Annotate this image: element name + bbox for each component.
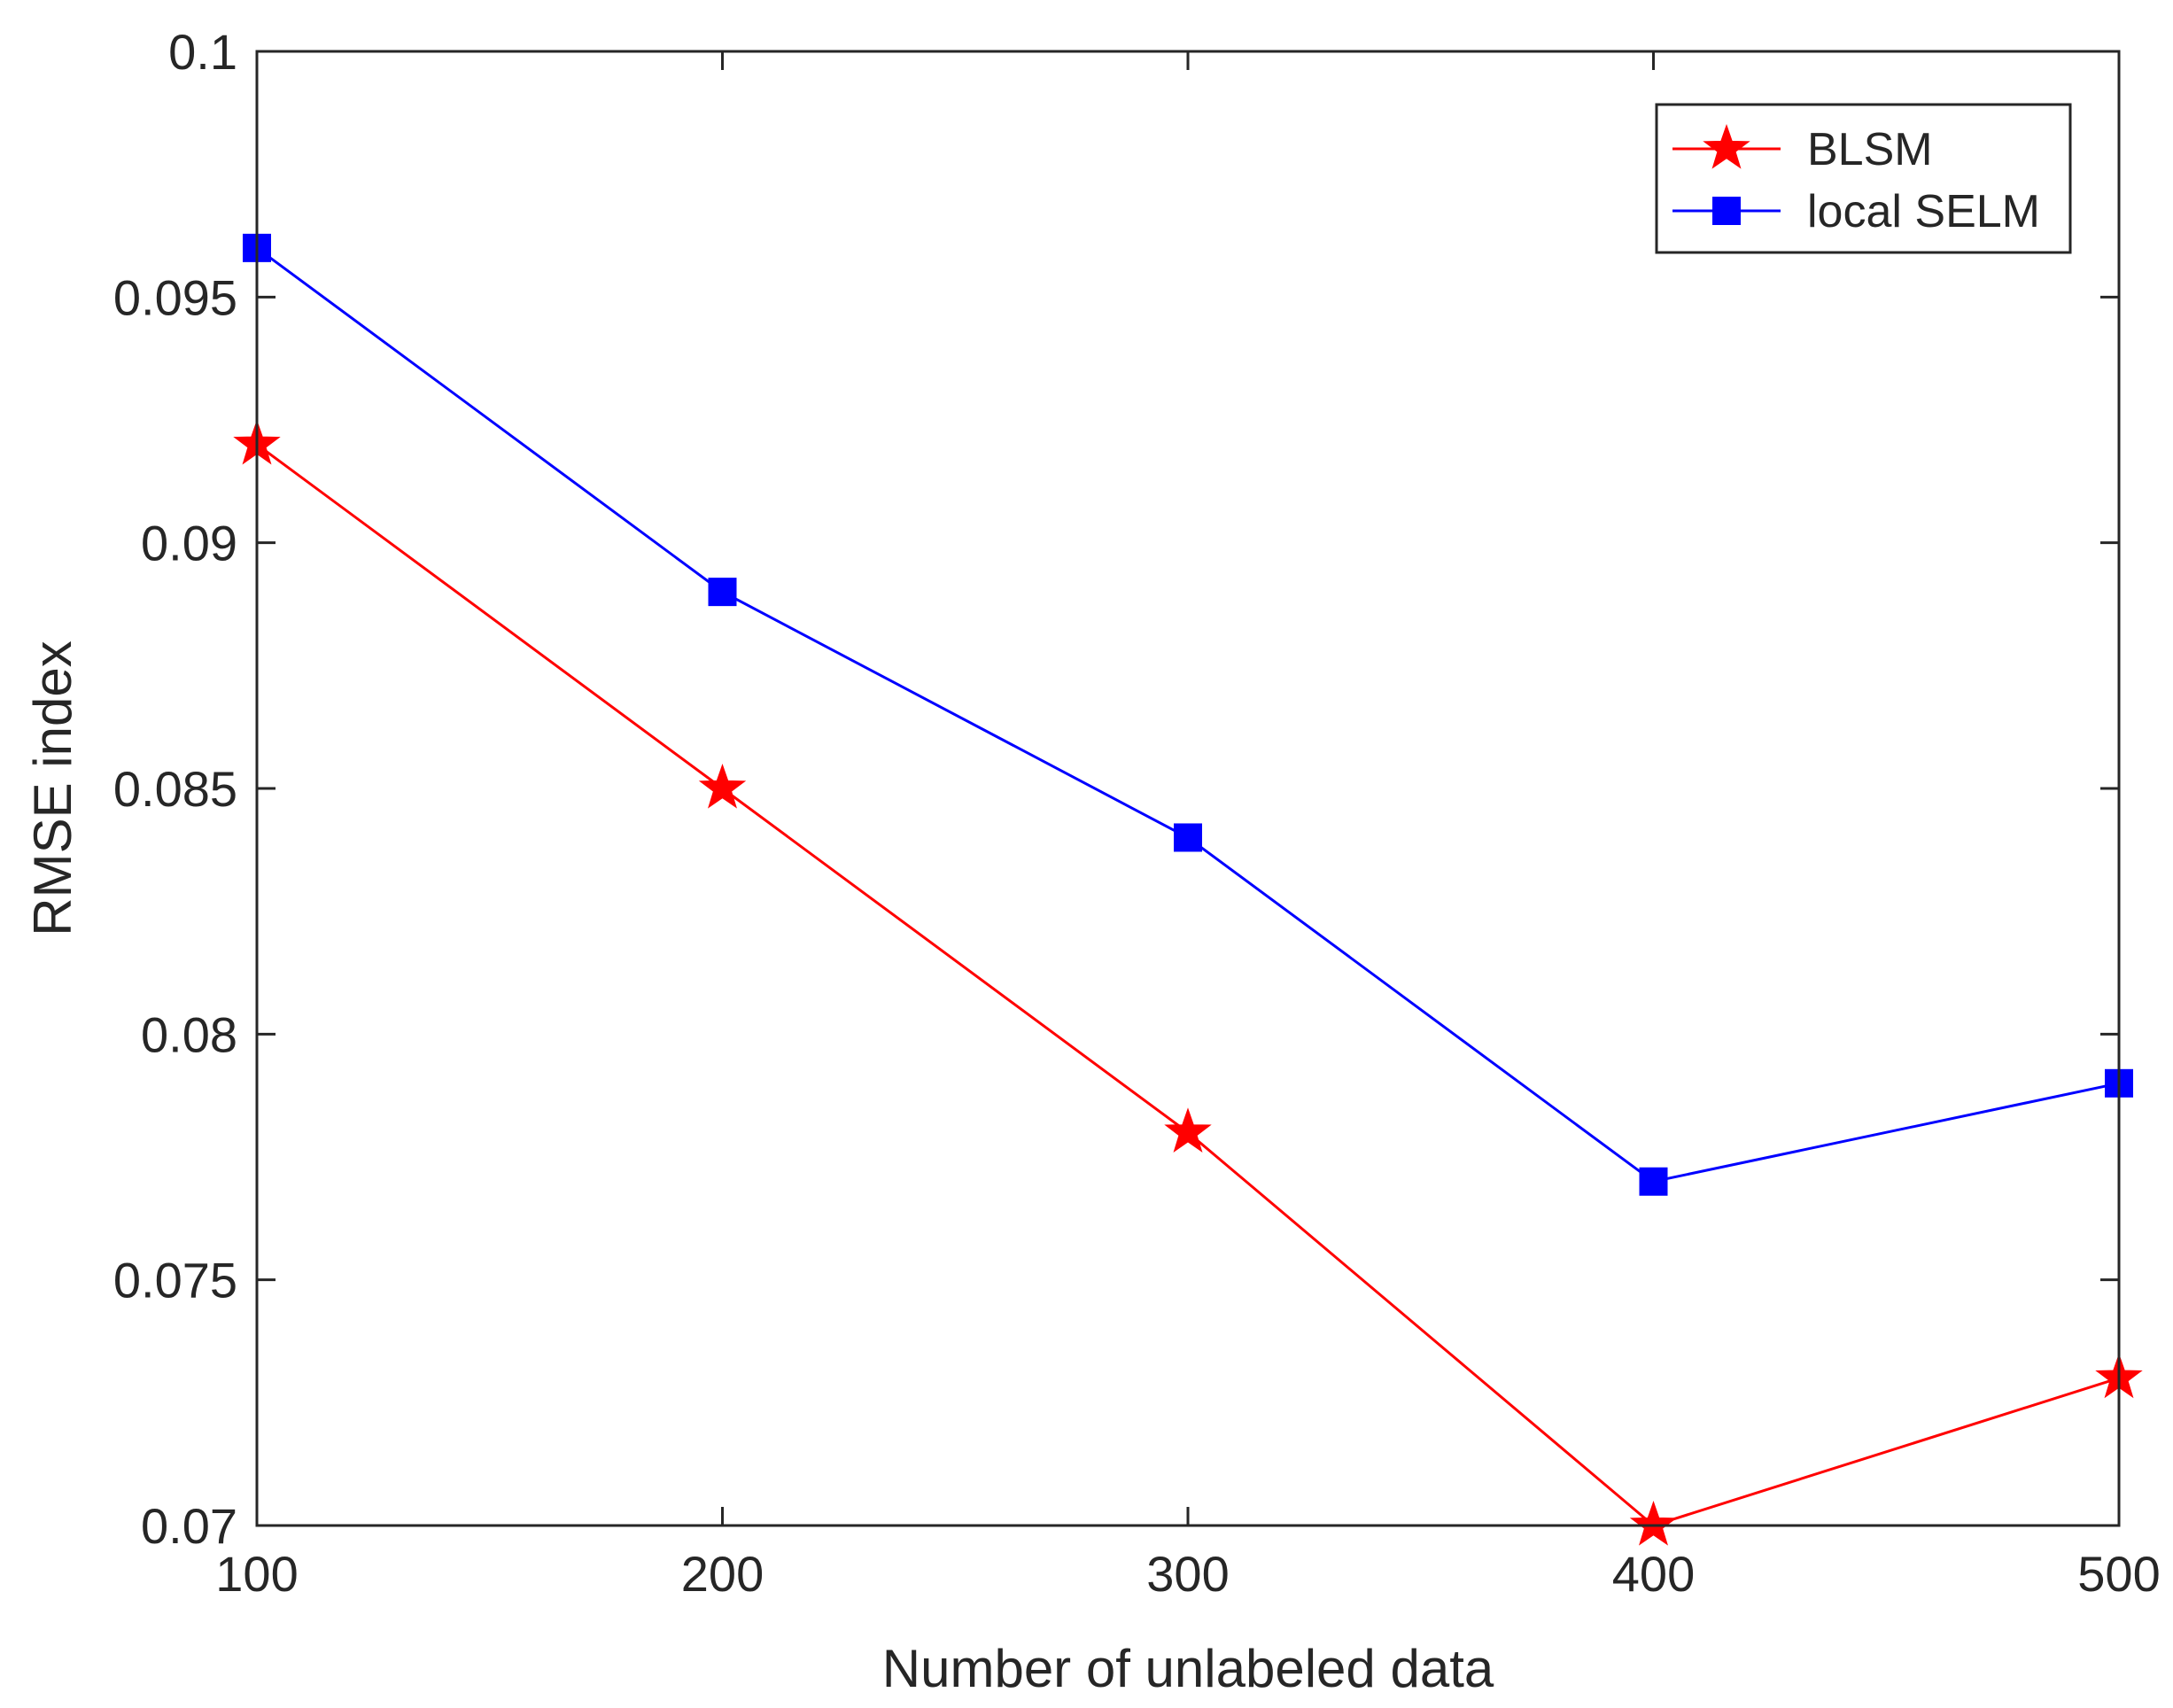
x-tick-labels: 100 200 300 400 500 [215, 1546, 2160, 1602]
y-tick-labels: 0.07 0.075 0.08 0.085 0.09 0.095 0.1 [113, 24, 237, 1554]
y-axis-title: RMSE index [23, 640, 82, 936]
x-tick-label: 400 [1612, 1546, 1695, 1602]
data-point-local-selm [1174, 823, 1202, 852]
y-tick-label: 0.07 [141, 1498, 237, 1554]
plot-area [257, 51, 2119, 1526]
legend-item-blsm: BLSM [1672, 123, 1933, 175]
data-point-blsm [1629, 1500, 1678, 1546]
x-axis-title: Number of unlabeled data [882, 1639, 1494, 1698]
y-tick-label: 0.08 [141, 1006, 237, 1062]
data-point-local-selm [1639, 1167, 1668, 1196]
x-tick-label: 100 [215, 1546, 298, 1602]
legend-label-blsm: BLSM [1807, 124, 1933, 175]
x-tick-label: 200 [681, 1546, 764, 1602]
legend-entries: BLSM local SELM [1672, 123, 2040, 237]
x-tick-label: 500 [2077, 1546, 2160, 1602]
series-layer [233, 233, 2143, 1546]
y-tick-label: 0.085 [113, 761, 237, 817]
y-tick-label: 0.095 [113, 269, 237, 325]
legend-label-local-selm: local SELM [1807, 186, 2040, 237]
y-tick-label: 0.075 [113, 1253, 237, 1308]
data-point-blsm [698, 763, 747, 809]
data-point-blsm [1164, 1107, 1212, 1153]
axes-box [255, 50, 2121, 1527]
legend-marker-blsm [1703, 123, 1750, 169]
data-point-local-selm [708, 578, 737, 607]
x-tick-label: 300 [1146, 1546, 1229, 1602]
y-tick-label: 0.1 [168, 24, 237, 80]
series-local-selm [243, 233, 2133, 1196]
legend: BLSM local SELM [1655, 103, 2072, 254]
legend-item-local-selm: local SELM [1672, 186, 2040, 237]
legend-marker-local-selm [1712, 197, 1741, 225]
y-tick-label: 0.09 [141, 516, 237, 571]
